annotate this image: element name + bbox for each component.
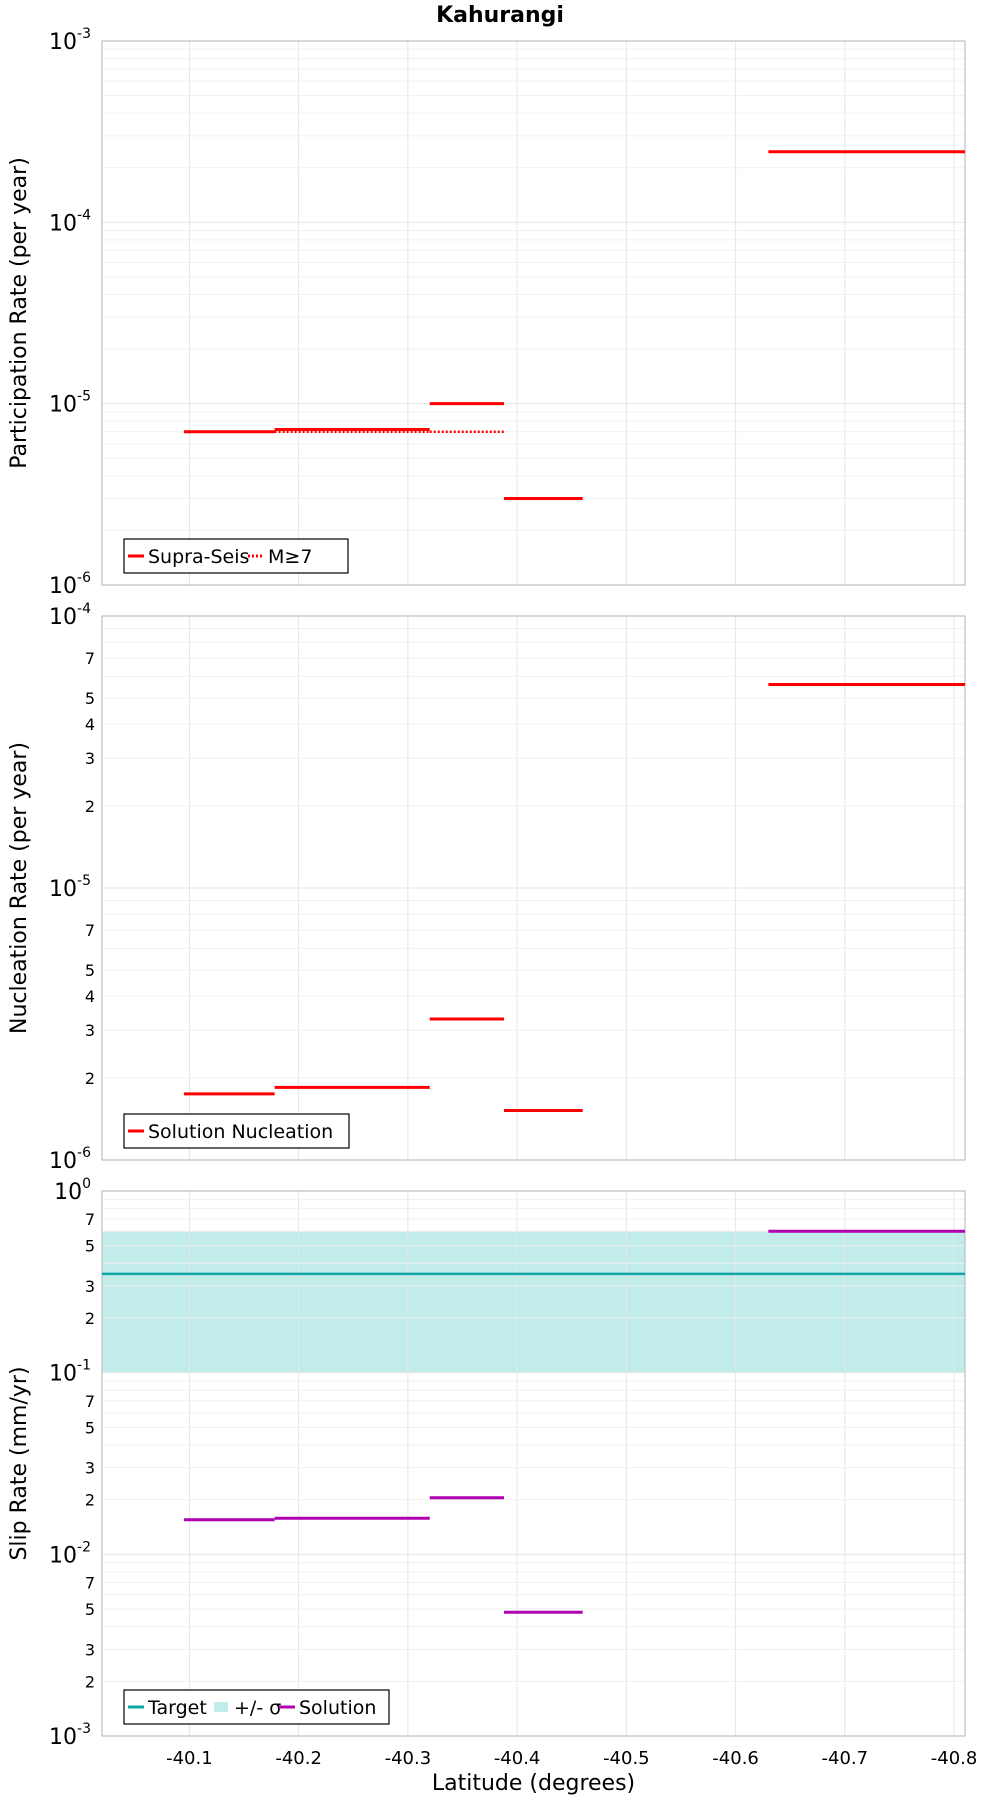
y-minor-tick-label: 5: [85, 1418, 95, 1437]
y-minor-tick-label: 7: [85, 1573, 95, 1592]
legend: Solution Nucleation: [123, 1113, 350, 1149]
plot-area: [102, 41, 965, 585]
legend-box: [123, 1689, 390, 1725]
y-minor-tick-label: 4: [85, 987, 95, 1006]
plot-frame: [101, 615, 966, 1161]
y-minor-tick-label: 3: [85, 1459, 95, 1478]
legend-box: [123, 1113, 350, 1149]
legend: Supra-Seis M≥7: [123, 538, 349, 574]
y-minor-tick-label: 7: [85, 921, 95, 940]
y-tick-label: 10-6: [49, 1145, 91, 1174]
y-axis-label: Slip Rate (mm/yr): [7, 1366, 32, 1560]
sigma-band: [102, 1231, 965, 1373]
y-minor-tick-label: 2: [85, 797, 95, 816]
y-minor-tick-label: 7: [85, 1392, 95, 1411]
y-axis-label: Participation Rate (per year): [7, 157, 32, 469]
y-tick-label: 10-5: [49, 389, 91, 418]
y-minor-tick-label: 3: [85, 1277, 95, 1296]
y-minor-tick-label: 5: [85, 961, 95, 980]
y-minor-tick-label: 7: [85, 649, 95, 668]
y-minor-tick-label: 3: [85, 1021, 95, 1040]
series-solution: [183, 1229, 965, 1614]
y-tick-label: 10-1: [49, 1358, 91, 1387]
panels: 10-6 10-5 10-4 10-3 Participation Rate (per …: [7, 26, 977, 1796]
y-tick-label: 10-5: [49, 873, 91, 902]
y-minor-tick-label: 3: [85, 1640, 95, 1659]
y-tick-label: 10-4: [49, 601, 91, 630]
legend-swatch: [214, 1702, 228, 1712]
chart-title: Kahurangi: [436, 3, 564, 28]
y-minor-tick-label: 5: [85, 689, 95, 708]
y-tick-label: 10-3: [49, 26, 91, 55]
plot-frame: [101, 1190, 966, 1737]
legend-label: Target: [147, 1697, 207, 1719]
y-tick-label: 10-3: [49, 1721, 91, 1750]
legend-label: M≥7: [268, 546, 312, 568]
x-axis-label: Latitude (degrees): [432, 1771, 635, 1796]
panel-3: 10-3 10-2 10-1 100 2 3 5 7 2 3 5 7 2 3 5 7 Slip Rate (mm…: [7, 1176, 977, 1796]
plot-frame: [101, 40, 966, 586]
y-minor-tick-label: 2: [85, 1069, 95, 1088]
x-tick-label: -40.4: [494, 1748, 541, 1769]
x-tick-label: -40.6: [712, 1748, 759, 1769]
y-tick-label: 10-6: [49, 570, 91, 599]
y-axis-label: Nucleation Rate (per year): [7, 742, 32, 1034]
legend: Target +/- σ Solution: [123, 1689, 390, 1725]
y-minor-tick-label: 4: [85, 715, 95, 734]
x-tick-label: -40.3: [385, 1748, 432, 1769]
y-minor-tick-label: 5: [85, 1237, 95, 1256]
y-minor-tick-label: 3: [85, 749, 95, 768]
series-supra-seis: [183, 150, 965, 500]
y-minor-tick-label: 2: [85, 1491, 95, 1510]
panel-1: 10-6 10-5 10-4 10-3 Participation Rate (per …: [7, 26, 966, 599]
legend-label: +/- σ: [234, 1697, 281, 1719]
panel-2: 10-6 10-5 10-4 2 3 4 5 7 2 3 4 5 7 Nucleation Rate (p…: [7, 601, 966, 1174]
y-tick-label: 10-2: [49, 1539, 91, 1568]
legend-label: Solution Nucleation: [148, 1121, 333, 1143]
legend-label: Solution: [299, 1697, 376, 1719]
x-tick-label: -40.5: [603, 1748, 650, 1769]
y-minor-tick-label: 7: [85, 1210, 95, 1229]
y-minor-tick-label: 2: [85, 1672, 95, 1691]
legend-label: Supra-Seis: [148, 546, 249, 568]
y-minor-tick-label: 2: [85, 1309, 95, 1328]
y-tick-label: 100: [54, 1176, 91, 1205]
y-minor-tick-label: 5: [85, 1600, 95, 1619]
series-solution-nucleation: [183, 682, 965, 1113]
y-tick-label: 10-4: [49, 207, 91, 236]
x-tick-label: -40.1: [166, 1748, 213, 1769]
x-tick-label: -40.2: [275, 1748, 322, 1769]
legend-box: [123, 538, 349, 574]
x-tick-label: -40.7: [822, 1748, 869, 1769]
x-tick-label: -40.8: [931, 1748, 978, 1769]
